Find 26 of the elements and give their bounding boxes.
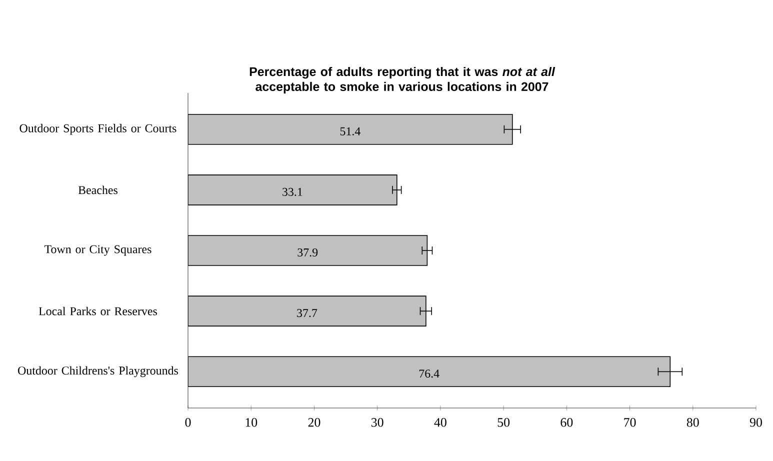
bar bbox=[188, 235, 428, 266]
y-tick-label: Outdoor Sports Fields or Courts bbox=[20, 124, 176, 135]
x-tick-label: 90 bbox=[750, 418, 762, 427]
bar bbox=[188, 296, 426, 326]
x-tick-label: 30 bbox=[371, 418, 384, 427]
chart-title: Percentage of adults reporting that it was not at all acceptable to smoke in various locations in 2007 bbox=[250, 66, 556, 94]
bar bbox=[188, 174, 398, 206]
x-tick-label: 70 bbox=[624, 418, 636, 427]
x-tick-label: 50 bbox=[498, 418, 510, 427]
x-tick-label: 40 bbox=[434, 418, 446, 427]
data-label: 37.7 bbox=[297, 309, 318, 318]
x-tick-label: 10 bbox=[246, 418, 258, 427]
y-tick-label: Beaches bbox=[78, 186, 118, 194]
data-label: 51.4 bbox=[340, 127, 360, 136]
y-tick-label: Local Parks or Reserves bbox=[38, 306, 157, 316]
bar bbox=[188, 114, 513, 145]
x-tick-label: 80 bbox=[686, 418, 699, 427]
data-label: 33.1 bbox=[282, 188, 302, 196]
x-tick-label: 60 bbox=[560, 418, 573, 427]
y-tick-label: Outdoor Childrens's Playgrounds bbox=[18, 366, 178, 378]
bar bbox=[188, 356, 671, 388]
y-tick-label: Town or City Squares bbox=[44, 245, 152, 256]
x-tick-label: 20 bbox=[308, 418, 320, 427]
x-tick-label: 0 bbox=[185, 418, 191, 427]
data-label: 37.9 bbox=[298, 248, 318, 257]
data-label: 76.4 bbox=[419, 370, 440, 378]
